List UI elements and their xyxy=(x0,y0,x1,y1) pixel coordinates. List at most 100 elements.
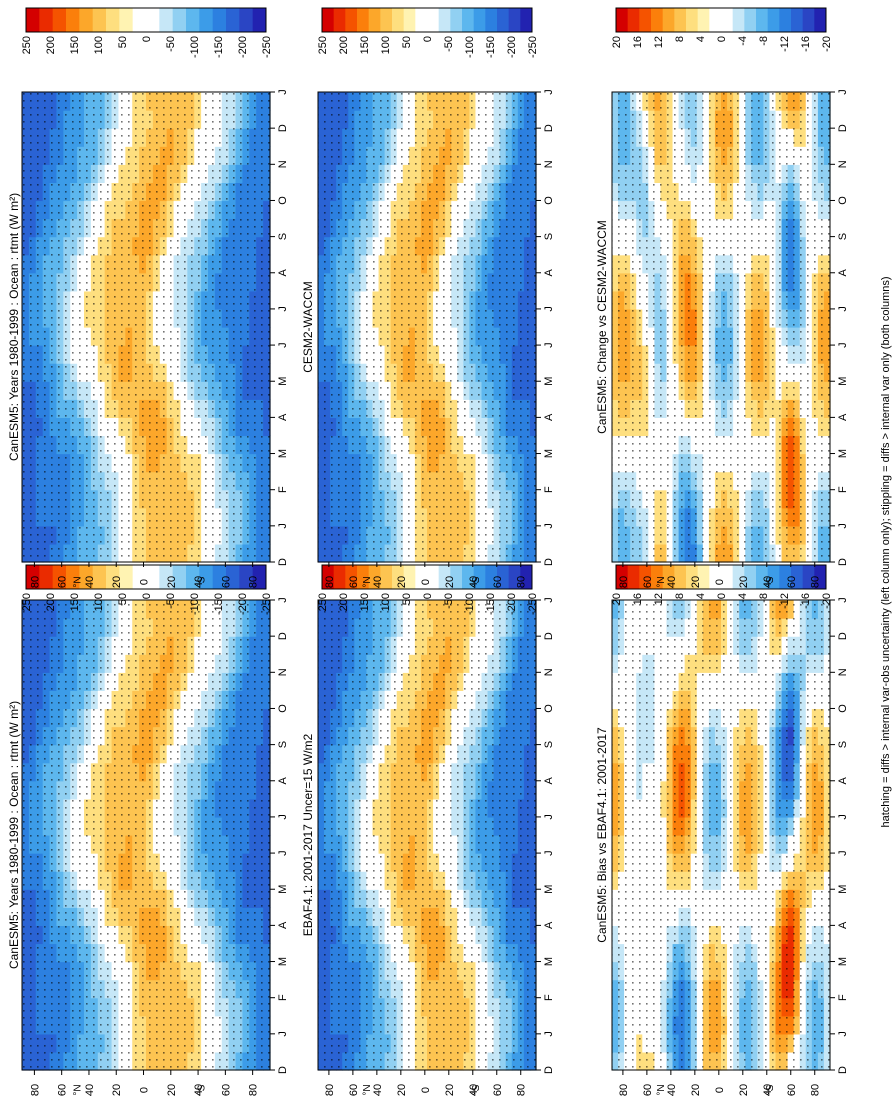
colorbar-label: 200 xyxy=(338,593,350,611)
x-tick-label: D xyxy=(277,124,289,132)
y-tick-label: 40 xyxy=(372,1084,384,1096)
x-tick-label: J xyxy=(543,814,555,820)
colorbar-label: -250 xyxy=(261,36,273,58)
colorbar-label: -200 xyxy=(237,36,249,58)
colorbar-swatch xyxy=(146,565,160,589)
x-tick-label: N xyxy=(543,160,555,168)
colorbar-swatch xyxy=(39,8,54,32)
colorbar-swatch xyxy=(199,8,214,32)
x-tick-label: J xyxy=(277,342,289,348)
x-tick-label: N xyxy=(543,668,555,676)
colorbar-frame xyxy=(321,564,533,590)
x-tick-label: M xyxy=(277,957,289,966)
x-tick-label: N xyxy=(277,668,289,676)
colorbar-swatch xyxy=(345,565,358,589)
y-tick-label: 40 xyxy=(84,1084,96,1096)
colorbar-label: -100 xyxy=(189,593,201,615)
colorbar-swatch xyxy=(520,565,533,589)
y-tick-label: 20 xyxy=(111,576,123,588)
x-tick-label: J xyxy=(277,89,289,95)
colorbar-swatch xyxy=(252,8,267,32)
colorbar-swatch xyxy=(186,8,200,32)
colorbar-swatch xyxy=(106,565,120,589)
colorbar-swatch xyxy=(438,565,451,589)
colorbar: 250 200 150 100 50 0 -50 -100 -150 -200 -250 xyxy=(21,564,273,615)
colorbar-swatch xyxy=(92,8,107,32)
x-tick-label: O xyxy=(277,196,289,205)
y-tick-label: 0 xyxy=(420,1087,432,1093)
x-tick-label: D xyxy=(543,124,555,132)
colorbar-swatch xyxy=(322,565,335,589)
colorbar-swatch xyxy=(172,565,187,589)
colorbar-label: 100 xyxy=(380,36,392,54)
colorbar: 250 200 150 100 50 0 -50 -100 -150 -200 -250 xyxy=(317,7,539,58)
plot-frame xyxy=(21,91,271,563)
colorbar-swatch xyxy=(380,565,393,589)
x-tick-label: F xyxy=(277,994,289,1001)
colorbar-swatch xyxy=(462,8,475,32)
colorbar-label: 250 xyxy=(21,593,33,611)
colorbar-label: 0 xyxy=(141,36,153,42)
y-tick-label: 60 xyxy=(348,1084,360,1096)
x-tick-label: A xyxy=(277,776,289,784)
colorbar-swatch xyxy=(368,565,381,589)
stippling xyxy=(22,600,270,1070)
colorbar-swatch xyxy=(39,565,54,589)
colorbar-label: -50 xyxy=(443,593,455,609)
y-tick-label: 80 xyxy=(516,1084,528,1096)
colorbar-swatch xyxy=(473,8,486,32)
colorbar-swatch xyxy=(92,565,107,589)
colorbar-swatch xyxy=(226,8,240,32)
colorbar-swatch xyxy=(52,565,67,589)
x-tick-label: F xyxy=(543,486,555,493)
y-tick-label: 0 xyxy=(139,579,151,585)
colorbar-swatch xyxy=(66,565,80,589)
plot-frame xyxy=(21,599,271,1071)
colorbar-label: 50 xyxy=(401,36,413,48)
x-tick-label: D xyxy=(543,632,555,640)
colorbar-swatch xyxy=(333,8,346,32)
colorbar-swatch xyxy=(497,565,510,589)
x-tick-label: A xyxy=(543,776,555,784)
colorbar-swatch xyxy=(79,565,94,589)
x-tick-label: J xyxy=(543,89,555,95)
x-tick-label: M xyxy=(543,377,555,386)
colorbar-swatch xyxy=(473,565,486,589)
colorbar-swatch xyxy=(146,8,160,32)
colorbar: 250 200 150 100 50 0 -50 -100 -150 -200 -250 xyxy=(317,564,539,615)
colorbar-label: 150 xyxy=(359,36,371,54)
colorbar-label: -150 xyxy=(213,593,225,615)
colorbar-swatch xyxy=(132,8,147,32)
colorbar-swatch xyxy=(392,565,405,589)
colorbar-frame xyxy=(25,7,267,33)
colorbar-swatch xyxy=(159,8,174,32)
y-tick-label: 0 xyxy=(139,1087,151,1093)
x-tick-label: J xyxy=(543,523,555,529)
x-tick-label: A xyxy=(543,921,555,929)
colorbar-swatch xyxy=(520,8,533,32)
colorbar-swatch xyxy=(132,565,147,589)
y-tick-label: 80 xyxy=(324,1084,336,1096)
plot-frame xyxy=(317,91,537,563)
colorbar-label: 200 xyxy=(45,593,57,611)
colorbar-swatch xyxy=(159,565,174,589)
panel-title: CanESM5: Years 1980-1999 : Ocean : rtmt … xyxy=(7,701,21,969)
colorbar-label: -150 xyxy=(213,36,225,58)
x-tick-label: A xyxy=(543,413,555,421)
x-tick-label: M xyxy=(543,957,555,966)
colorbar-swatch xyxy=(199,565,214,589)
y-tick-label: 80 xyxy=(324,576,336,588)
colorbar-swatch xyxy=(438,8,451,32)
colorbar-swatch xyxy=(333,565,346,589)
y-axis-label: °N xyxy=(362,1084,373,1095)
plot-frame xyxy=(317,599,537,1071)
colorbar-label: 250 xyxy=(317,36,329,54)
colorbar-label: 0 xyxy=(422,593,434,599)
colorbar-label: -200 xyxy=(237,593,249,615)
y-tick-label: 60 xyxy=(492,1084,504,1096)
colorbar-label: 50 xyxy=(401,593,413,605)
y-tick-label: 80 xyxy=(248,1084,260,1096)
colorbar-swatch xyxy=(497,8,510,32)
colorbar-label: 250 xyxy=(21,36,33,54)
